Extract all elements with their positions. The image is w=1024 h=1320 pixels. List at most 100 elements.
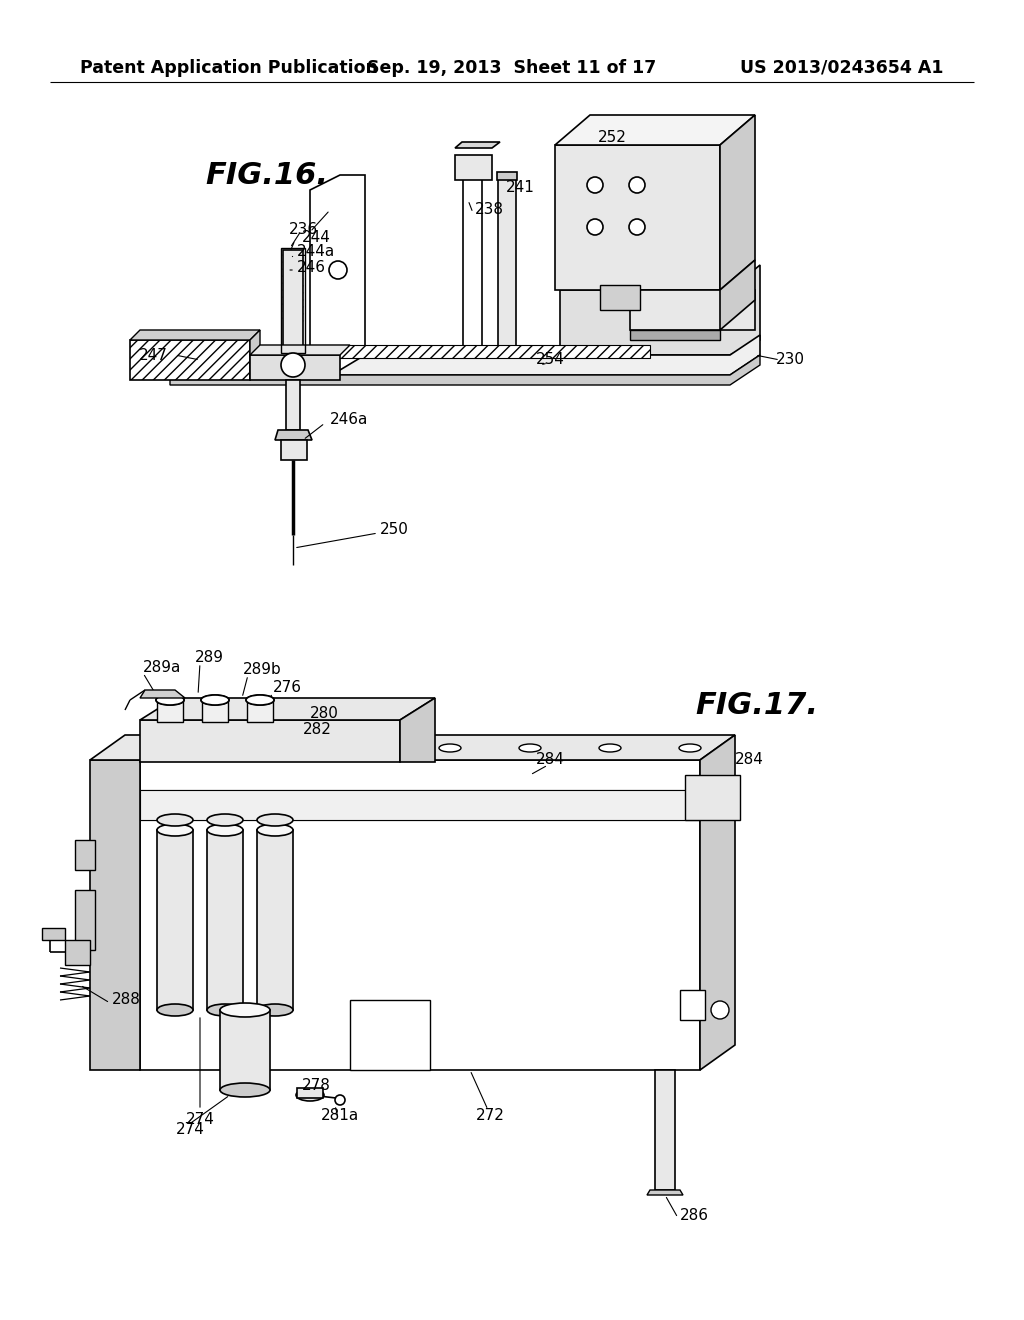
Text: 246a: 246a bbox=[330, 412, 369, 428]
Text: FIG.16.: FIG.16. bbox=[205, 161, 328, 190]
Ellipse shape bbox=[157, 814, 193, 826]
Text: 236: 236 bbox=[289, 223, 317, 238]
Text: FIG.17.: FIG.17. bbox=[695, 690, 818, 719]
Ellipse shape bbox=[207, 1005, 243, 1016]
Text: Patent Application Publication: Patent Application Publication bbox=[80, 59, 378, 77]
Ellipse shape bbox=[439, 744, 461, 752]
Bar bbox=[220, 1010, 270, 1090]
Polygon shape bbox=[140, 735, 735, 760]
Circle shape bbox=[587, 177, 603, 193]
Text: 276: 276 bbox=[273, 681, 302, 696]
Polygon shape bbox=[130, 341, 250, 380]
Bar bbox=[157, 700, 183, 722]
Polygon shape bbox=[170, 355, 760, 385]
Bar bbox=[207, 830, 243, 1010]
Polygon shape bbox=[647, 1191, 683, 1195]
Ellipse shape bbox=[201, 696, 229, 705]
Bar bbox=[247, 700, 273, 722]
Circle shape bbox=[329, 261, 347, 279]
Text: 284: 284 bbox=[536, 752, 564, 767]
Bar bbox=[297, 1088, 323, 1098]
Text: 272: 272 bbox=[475, 1107, 505, 1122]
Bar bbox=[498, 176, 516, 358]
Text: 244a: 244a bbox=[297, 244, 335, 260]
Ellipse shape bbox=[519, 744, 541, 752]
Text: US 2013/0243654 A1: US 2013/0243654 A1 bbox=[740, 59, 944, 77]
Text: 289b: 289b bbox=[243, 663, 282, 677]
Ellipse shape bbox=[156, 696, 184, 705]
Bar bbox=[497, 172, 517, 180]
Text: 281a: 281a bbox=[321, 1107, 359, 1122]
Bar bbox=[257, 830, 293, 1010]
Text: 230: 230 bbox=[775, 352, 805, 367]
Ellipse shape bbox=[246, 696, 274, 705]
Ellipse shape bbox=[157, 1005, 193, 1016]
Polygon shape bbox=[630, 290, 755, 330]
Polygon shape bbox=[400, 698, 435, 762]
Circle shape bbox=[335, 1096, 345, 1105]
Polygon shape bbox=[250, 355, 340, 380]
Polygon shape bbox=[600, 285, 640, 310]
Text: 289a: 289a bbox=[143, 660, 181, 675]
Bar bbox=[680, 990, 705, 1020]
Ellipse shape bbox=[220, 1082, 270, 1097]
Polygon shape bbox=[250, 345, 350, 355]
Ellipse shape bbox=[156, 696, 184, 705]
Polygon shape bbox=[630, 330, 720, 341]
Polygon shape bbox=[275, 430, 312, 440]
Text: 289: 289 bbox=[195, 649, 224, 664]
Text: 280: 280 bbox=[310, 705, 339, 721]
Polygon shape bbox=[65, 940, 90, 965]
Polygon shape bbox=[75, 840, 95, 870]
Polygon shape bbox=[160, 350, 310, 366]
Text: 284: 284 bbox=[735, 752, 764, 767]
Ellipse shape bbox=[359, 744, 381, 752]
Circle shape bbox=[711, 1001, 729, 1019]
Text: 274: 274 bbox=[175, 1122, 205, 1138]
Circle shape bbox=[629, 177, 645, 193]
Text: 274: 274 bbox=[185, 1113, 214, 1127]
Polygon shape bbox=[700, 735, 735, 1071]
Text: Sep. 19, 2013  Sheet 11 of 17: Sep. 19, 2013 Sheet 11 of 17 bbox=[368, 59, 656, 77]
Polygon shape bbox=[75, 890, 95, 950]
Polygon shape bbox=[90, 735, 175, 760]
Ellipse shape bbox=[599, 744, 621, 752]
Polygon shape bbox=[140, 690, 185, 698]
Circle shape bbox=[587, 219, 603, 235]
Circle shape bbox=[281, 352, 305, 378]
Bar bbox=[655, 1071, 675, 1191]
Polygon shape bbox=[720, 260, 755, 330]
Polygon shape bbox=[140, 719, 400, 762]
Polygon shape bbox=[42, 928, 65, 940]
Ellipse shape bbox=[257, 824, 293, 836]
Bar bbox=[281, 440, 307, 459]
Text: 254: 254 bbox=[536, 352, 564, 367]
Polygon shape bbox=[555, 115, 755, 145]
Bar bbox=[202, 700, 228, 722]
Polygon shape bbox=[130, 330, 260, 341]
Ellipse shape bbox=[207, 824, 243, 836]
Text: 244: 244 bbox=[302, 230, 331, 244]
Polygon shape bbox=[140, 789, 700, 820]
Polygon shape bbox=[350, 1001, 430, 1071]
Polygon shape bbox=[140, 760, 700, 1071]
Ellipse shape bbox=[679, 744, 701, 752]
Text: 247: 247 bbox=[139, 347, 168, 363]
Text: 282: 282 bbox=[303, 722, 332, 738]
Polygon shape bbox=[250, 330, 260, 380]
Polygon shape bbox=[310, 345, 650, 358]
Ellipse shape bbox=[207, 814, 243, 826]
Bar bbox=[157, 830, 193, 1010]
Polygon shape bbox=[140, 698, 435, 719]
Text: 252: 252 bbox=[598, 131, 627, 145]
Polygon shape bbox=[90, 760, 140, 1071]
Ellipse shape bbox=[296, 1089, 324, 1101]
Polygon shape bbox=[560, 265, 760, 355]
Bar bbox=[283, 249, 303, 350]
Polygon shape bbox=[310, 176, 365, 370]
Text: 238: 238 bbox=[475, 202, 504, 218]
Bar bbox=[286, 380, 300, 430]
Polygon shape bbox=[455, 154, 492, 180]
Ellipse shape bbox=[257, 814, 293, 826]
Polygon shape bbox=[720, 115, 755, 290]
